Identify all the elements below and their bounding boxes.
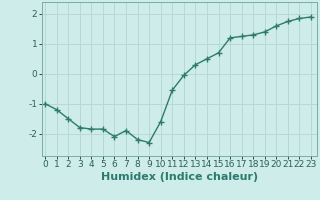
X-axis label: Humidex (Indice chaleur): Humidex (Indice chaleur) (100, 172, 258, 182)
